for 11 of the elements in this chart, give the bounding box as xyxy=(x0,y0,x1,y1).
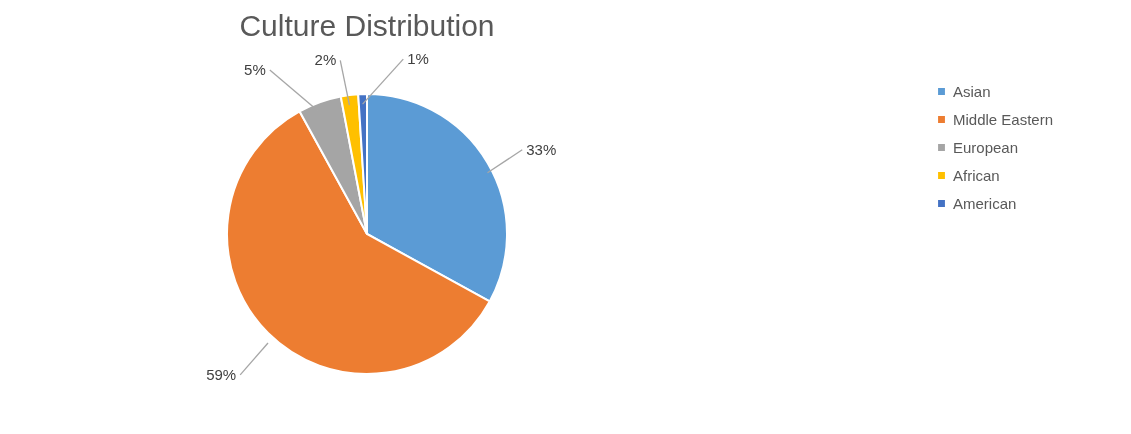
data-label: 1% xyxy=(407,50,429,68)
data-label: 5% xyxy=(244,60,266,78)
data-label: 33% xyxy=(526,140,557,158)
legend-label: American xyxy=(953,194,1017,212)
legend-label: African xyxy=(953,166,1000,184)
legend-label: European xyxy=(953,138,1019,156)
data-label: 2% xyxy=(314,51,337,69)
data-label: 59% xyxy=(206,365,237,383)
chart-title: Culture Distribution xyxy=(239,9,495,43)
legend-label: Middle Eastern xyxy=(953,110,1054,128)
legend-label: Asian xyxy=(953,82,991,100)
